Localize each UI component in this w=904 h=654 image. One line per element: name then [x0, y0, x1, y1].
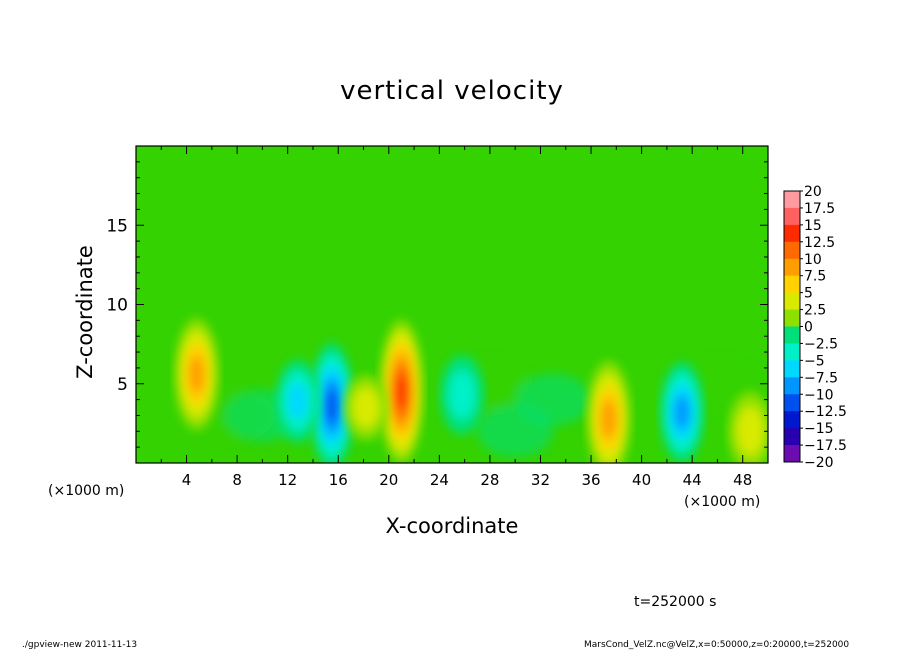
- x-tick-label: 48: [733, 471, 752, 489]
- colorbar-band: [784, 258, 800, 277]
- colorbar-band: [784, 343, 800, 361]
- colorbar-label: 0: [804, 320, 813, 336]
- x-tick-label: 36: [581, 471, 600, 489]
- x-tick-label: 4: [182, 471, 192, 489]
- field-extremum: [379, 319, 424, 463]
- field-extremum: [174, 318, 219, 431]
- field-extremum: [728, 391, 768, 463]
- velocity-field: [174, 318, 768, 463]
- field-extremum: [586, 361, 631, 463]
- x-tick-label: 20: [379, 471, 398, 489]
- y-tick-label: 10: [106, 296, 128, 316]
- y-tick-label: 15: [106, 216, 128, 236]
- field-texture: [477, 405, 554, 458]
- colorbar: 2017.51512.5107.552.50−2.5−5−7.5−10−12.5…: [783, 184, 847, 471]
- field-contour: [674, 394, 690, 430]
- field-extremum: [275, 359, 320, 443]
- colorbar-label: −2.5: [804, 336, 838, 352]
- colorbar-label: 10: [804, 252, 822, 268]
- x-axis-label: X-coordinate: [385, 514, 519, 538]
- colorbar-label: 2.5: [804, 303, 826, 319]
- colorbar-label: 5: [804, 286, 813, 302]
- field-contour: [396, 374, 407, 410]
- colorbar-label: −12.5: [804, 404, 847, 420]
- y-axis: 5 10 15: [106, 161, 768, 448]
- field-contour: [288, 382, 308, 420]
- x-tick-label: 16: [329, 471, 348, 489]
- colorbar-band: [784, 394, 800, 412]
- field-contour: [325, 387, 339, 424]
- y-axis-unit: (×1000 m): [48, 483, 125, 499]
- colorbar-label: 17.5: [804, 201, 835, 217]
- colorbar-band: [784, 191, 800, 209]
- field-contour: [352, 387, 380, 428]
- colorbar-label: −5: [804, 353, 825, 369]
- x-tick-label: 24: [430, 471, 449, 489]
- field-contour: [601, 398, 617, 439]
- colorbar-label: −7.5: [804, 370, 838, 386]
- field-contour: [189, 354, 205, 394]
- colorbar-band: [784, 275, 800, 294]
- colorbar-band: [784, 309, 800, 327]
- colorbar-label: 20: [804, 184, 822, 200]
- x-tick-label: 8: [232, 471, 242, 489]
- colorbar-band: [784, 224, 800, 243]
- colorbar-band: [784, 292, 800, 311]
- footer-left: ./gpview-new 2011-11-13: [22, 640, 138, 650]
- colorbar-band: [784, 445, 800, 463]
- colorbar-band: [784, 207, 800, 226]
- field-contour: [736, 406, 764, 456]
- x-tick-label: 32: [531, 471, 550, 489]
- x-tick-label: 44: [683, 471, 702, 489]
- colorbar-label: −17.5: [804, 438, 847, 454]
- chart-title: vertical velocity: [340, 76, 564, 106]
- colorbar-label: −15: [804, 421, 834, 437]
- x-tick-label: 28: [480, 471, 499, 489]
- x-tick-label: 12: [278, 471, 297, 489]
- x-tick-label: 40: [632, 471, 651, 489]
- field-extremum: [660, 361, 705, 463]
- colorbar-label: 12.5: [804, 235, 835, 251]
- field-extremum: [440, 355, 485, 435]
- field-extremum: [309, 342, 354, 463]
- colorbar-label: 7.5: [804, 269, 826, 285]
- x-axis: 4 8 12 16 20 24 28 32 36 40 44 48: [160, 146, 752, 489]
- colorbar-label: −10: [804, 387, 834, 403]
- footer-right: MarsCond_VelZ.nc@VelZ,x=0:50000,z=0:2000…: [584, 640, 850, 650]
- colorbar-band: [784, 411, 800, 429]
- x-axis-unit: (×1000 m): [684, 494, 761, 510]
- y-tick-label: 5: [117, 375, 128, 395]
- colorbar-band: [784, 428, 800, 446]
- colorbar-band: [784, 360, 800, 378]
- time-label: t=252000 s: [634, 594, 717, 610]
- colorbar-band: [784, 241, 800, 260]
- field-extremum: [344, 375, 389, 440]
- colorbar-band: [784, 326, 800, 344]
- field-contour: [448, 370, 476, 420]
- y-axis-label: Z-coordinate: [73, 245, 97, 379]
- colorbar-label: 15: [804, 218, 822, 234]
- colorbar-band: [784, 377, 800, 395]
- colorbar-label: −20: [804, 455, 834, 471]
